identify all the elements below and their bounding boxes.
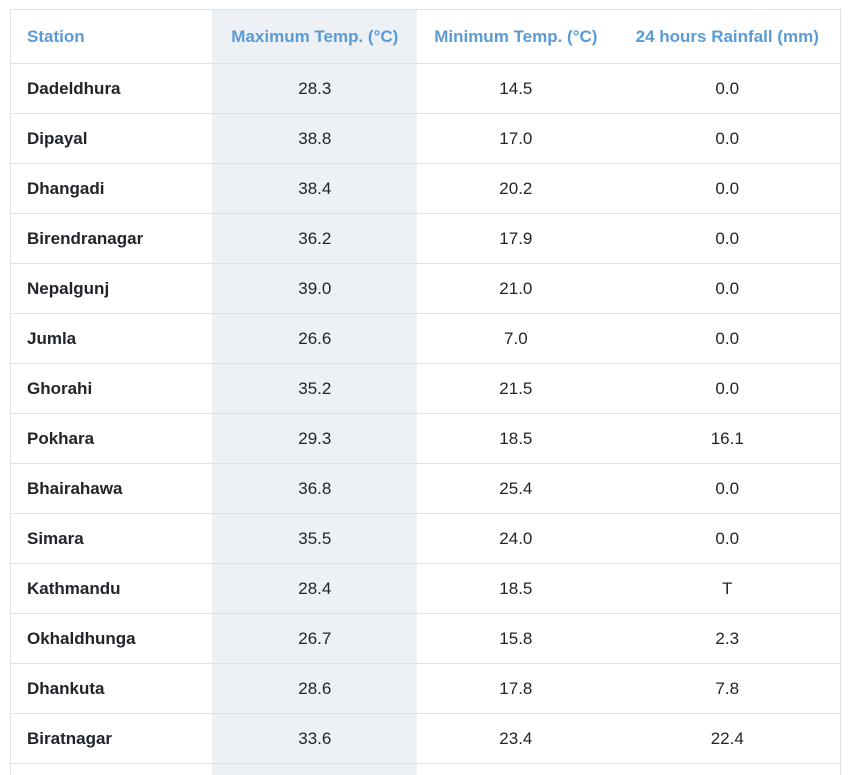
table-row: Okhaldhunga 26.7 15.8 2.3 [11, 613, 840, 664]
rainfall-cell: 0.0 [614, 463, 840, 514]
max-temp-cell: 38.4 [212, 163, 418, 214]
min-temp-cell: 21.0 [417, 263, 615, 314]
table-row: Dipayal 38.8 17.0 0.0 [11, 113, 840, 164]
station-name-cell: Bhairahawa [11, 463, 213, 514]
station-name-cell: Dhangadi [11, 163, 213, 214]
max-temp-cell: 35.2 [212, 363, 418, 414]
station-name-cell: Dadeldhura [11, 63, 213, 114]
table-row-partial-clipped [11, 763, 840, 775]
column-header-rainfall: 24 hours Rainfall (mm) [614, 10, 840, 64]
column-header-station: Station [11, 10, 213, 64]
min-temp-cell: 25.4 [417, 463, 615, 514]
column-header-maximum-temp: Maximum Temp. (°C) [212, 10, 418, 64]
rainfall-cell: 0.0 [614, 113, 840, 164]
min-temp-cell: 23.4 [417, 713, 615, 764]
max-temp-cell: 38.8 [212, 113, 418, 164]
rainfall-cell: 0.0 [614, 263, 840, 314]
station-name-cell: Birendranagar [11, 213, 213, 264]
rainfall-cell: 0.0 [614, 63, 840, 114]
min-temp-cell: 18.5 [417, 563, 615, 614]
weather-table-container: Station Maximum Temp. (°C) Minimum Temp.… [10, 9, 841, 775]
station-name-cell: Dhankuta [11, 663, 213, 714]
station-name-cell: Simara [11, 513, 213, 564]
table-row: Ghorahi 35.2 21.5 0.0 [11, 363, 840, 414]
rainfall-cell: 2.3 [614, 613, 840, 664]
partial-station-cell [11, 764, 212, 775]
min-temp-cell: 17.9 [417, 213, 615, 264]
table-row: Jumla 26.6 7.0 0.0 [11, 313, 840, 364]
rainfall-cell: 0.0 [614, 313, 840, 364]
rainfall-cell: 7.8 [614, 663, 840, 714]
min-temp-cell: 14.5 [417, 63, 615, 114]
table-row: Simara 35.5 24.0 0.0 [11, 513, 840, 564]
max-temp-cell: 29.3 [212, 413, 418, 464]
table-row: Kathmandu 28.4 18.5 T [11, 563, 840, 614]
min-temp-cell: 21.5 [417, 363, 615, 414]
table-row: Dhankuta 28.6 17.8 7.8 [11, 663, 840, 714]
max-temp-cell: 28.6 [212, 663, 418, 714]
station-name-cell: Okhaldhunga [11, 613, 213, 664]
weather-station-table: Station Maximum Temp. (°C) Minimum Temp.… [11, 10, 840, 775]
table-header: Station Maximum Temp. (°C) Minimum Temp.… [11, 10, 840, 64]
rainfall-cell: T [614, 563, 840, 614]
rainfall-cell: 0.0 [614, 213, 840, 264]
station-name-cell: Dipayal [11, 113, 213, 164]
min-temp-cell: 7.0 [417, 313, 615, 364]
partial-rainfall-cell [614, 764, 840, 775]
table-body: Dadeldhura 28.3 14.5 0.0 Dipayal 38.8 17… [11, 63, 840, 775]
max-temp-cell: 26.7 [212, 613, 418, 664]
min-temp-cell: 18.5 [417, 413, 615, 464]
partial-max-temp-cell [212, 763, 418, 775]
station-name-cell: Nepalgunj [11, 263, 213, 314]
min-temp-cell: 20.2 [417, 163, 615, 214]
station-name-cell: Jumla [11, 313, 213, 364]
rainfall-cell: 22.4 [614, 713, 840, 764]
rainfall-cell: 16.1 [614, 413, 840, 464]
max-temp-cell: 26.6 [212, 313, 418, 364]
table-row: Dhangadi 38.4 20.2 0.0 [11, 163, 840, 214]
min-temp-cell: 15.8 [417, 613, 615, 664]
table-row: Biratnagar 33.6 23.4 22.4 [11, 713, 840, 764]
max-temp-cell: 36.8 [212, 463, 418, 514]
max-temp-cell: 36.2 [212, 213, 418, 264]
min-temp-cell: 24.0 [417, 513, 615, 564]
table-row: Nepalgunj 39.0 21.0 0.0 [11, 263, 840, 314]
partial-min-temp-cell [417, 764, 614, 775]
rainfall-cell: 0.0 [614, 513, 840, 564]
max-temp-cell: 35.5 [212, 513, 418, 564]
min-temp-cell: 17.0 [417, 113, 615, 164]
table-header-row: Station Maximum Temp. (°C) Minimum Temp.… [11, 10, 840, 64]
rainfall-cell: 0.0 [614, 363, 840, 414]
rainfall-cell: 0.0 [614, 163, 840, 214]
min-temp-cell: 17.8 [417, 663, 615, 714]
max-temp-cell: 39.0 [212, 263, 418, 314]
table-row: Pokhara 29.3 18.5 16.1 [11, 413, 840, 464]
station-name-cell: Biratnagar [11, 713, 213, 764]
station-name-cell: Ghorahi [11, 363, 213, 414]
max-temp-cell: 28.3 [212, 63, 418, 114]
station-name-cell: Kathmandu [11, 563, 213, 614]
column-header-minimum-temp: Minimum Temp. (°C) [417, 10, 615, 64]
max-temp-cell: 33.6 [212, 713, 418, 764]
station-name-cell: Pokhara [11, 413, 213, 464]
table-row: Birendranagar 36.2 17.9 0.0 [11, 213, 840, 264]
max-temp-cell: 28.4 [212, 563, 418, 614]
table-row: Dadeldhura 28.3 14.5 0.0 [11, 63, 840, 114]
table-row: Bhairahawa 36.8 25.4 0.0 [11, 463, 840, 514]
